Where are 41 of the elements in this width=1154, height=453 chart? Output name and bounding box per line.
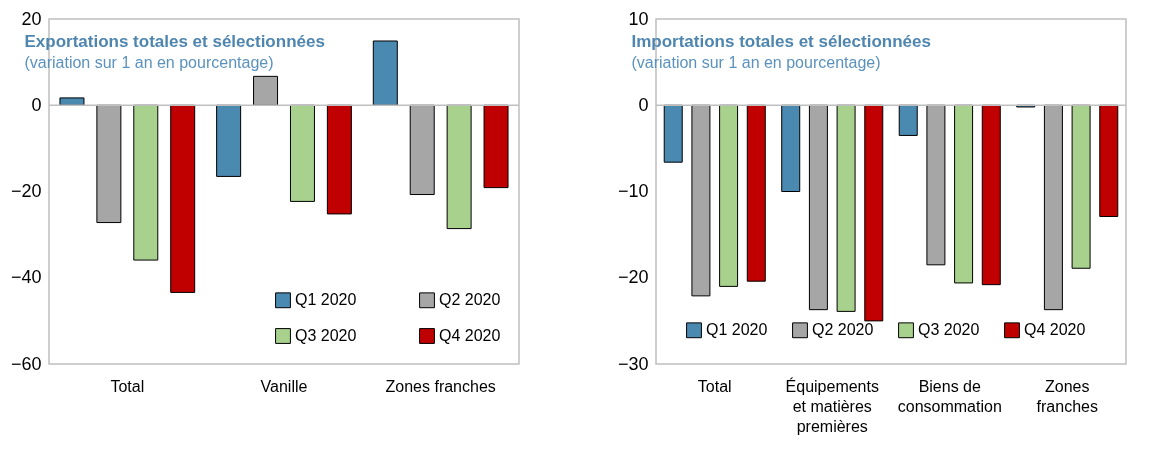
bar <box>170 104 196 293</box>
bar <box>483 104 509 189</box>
x-tick-label: Équipements et matières premières <box>785 376 879 435</box>
y-tick-label: 0 <box>638 94 649 115</box>
y-tick-label: −20 <box>10 181 42 201</box>
bar <box>96 104 122 224</box>
y-tick-label: −40 <box>10 267 42 288</box>
bar <box>216 104 242 177</box>
y-tick-label: −20 <box>617 267 649 288</box>
text: (variation sur 1 an en pourcentage) <box>631 54 881 71</box>
bar <box>446 104 472 230</box>
y-tick-label: 0 <box>31 94 42 115</box>
legend-label: Q2 2020 <box>439 291 501 309</box>
bar <box>326 104 352 215</box>
bar <box>253 75 279 106</box>
y-tick-label: −10 <box>617 181 649 201</box>
bar <box>409 104 435 196</box>
legend-label: Q4 2020 <box>439 327 501 344</box>
legend-label: Q2 2020 <box>812 321 874 339</box>
legend-label: Q3 2020 <box>295 327 357 344</box>
y-tick-label: 20 <box>21 8 42 29</box>
x-tick-label: Biens de consommation <box>897 377 1002 415</box>
x-tick-label: Zones franches <box>1036 377 1098 415</box>
legend-label: Q3 2020 <box>918 321 980 339</box>
y-tick-label: −30 <box>617 353 649 374</box>
text: Exportations totales et sélectionnées <box>24 32 325 51</box>
legend-label: Q1 2020 <box>706 321 768 339</box>
bar <box>289 104 315 202</box>
y-tick-label: 10 <box>628 8 649 29</box>
bar <box>59 97 85 106</box>
x-tick-label: Total <box>110 377 145 395</box>
x-tick-label: Vanille <box>260 377 308 395</box>
bar <box>133 104 159 261</box>
bar <box>372 40 398 106</box>
x-tick-label: Zones franches <box>385 377 496 395</box>
legend-label: Q1 2020 <box>295 291 357 309</box>
legend-label: Q4 2020 <box>1024 321 1086 339</box>
x-tick-label: Total <box>697 377 732 395</box>
text: Importations totales et sélectionnées <box>631 32 931 51</box>
y-tick-label: −60 <box>10 353 42 374</box>
text: (variation sur 1 an en pourcentage) <box>24 54 274 71</box>
